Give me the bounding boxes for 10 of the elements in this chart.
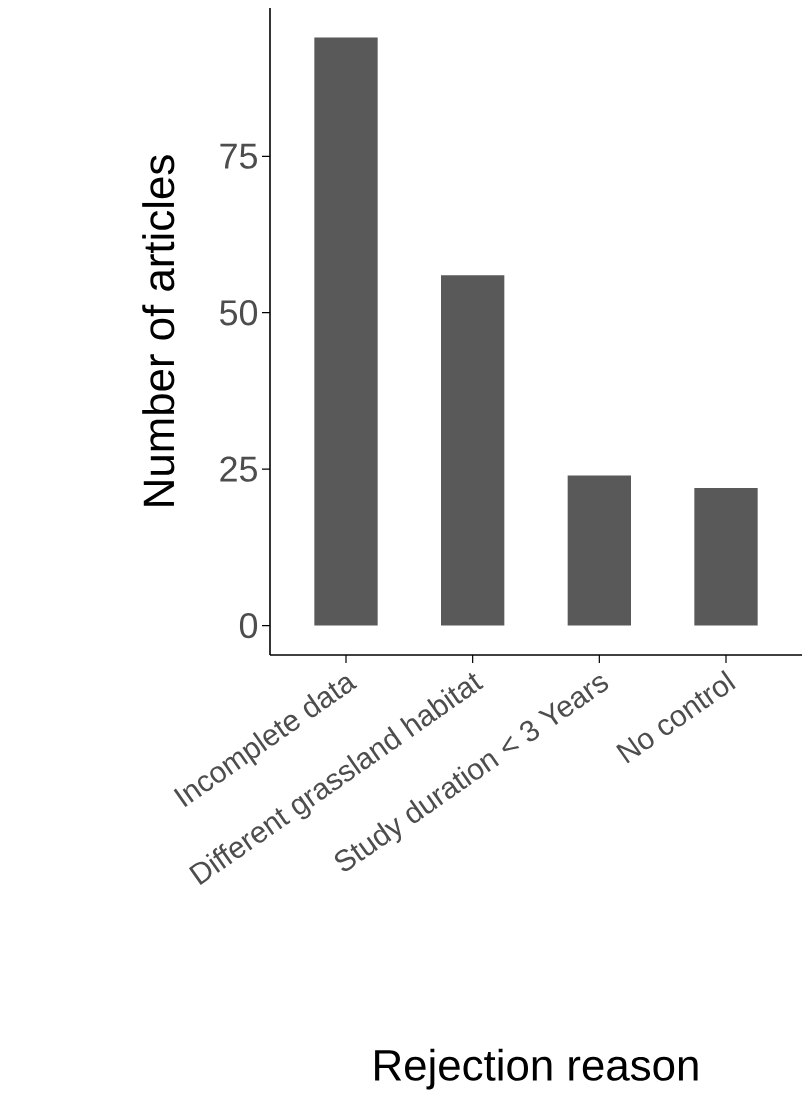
y-tick-label: 75 <box>220 143 257 169</box>
x-axis-title: Rejection reason <box>375 1048 698 1090</box>
y-tick-label: 25 <box>220 456 257 482</box>
bar <box>441 275 505 626</box>
y-tick-label: 50 <box>220 300 258 326</box>
bar <box>314 37 378 626</box>
y-tick-label: 0 <box>239 612 258 639</box>
bar <box>694 487 758 626</box>
bar <box>567 475 631 626</box>
y-axis-title: Number of articles <box>142 155 175 506</box>
